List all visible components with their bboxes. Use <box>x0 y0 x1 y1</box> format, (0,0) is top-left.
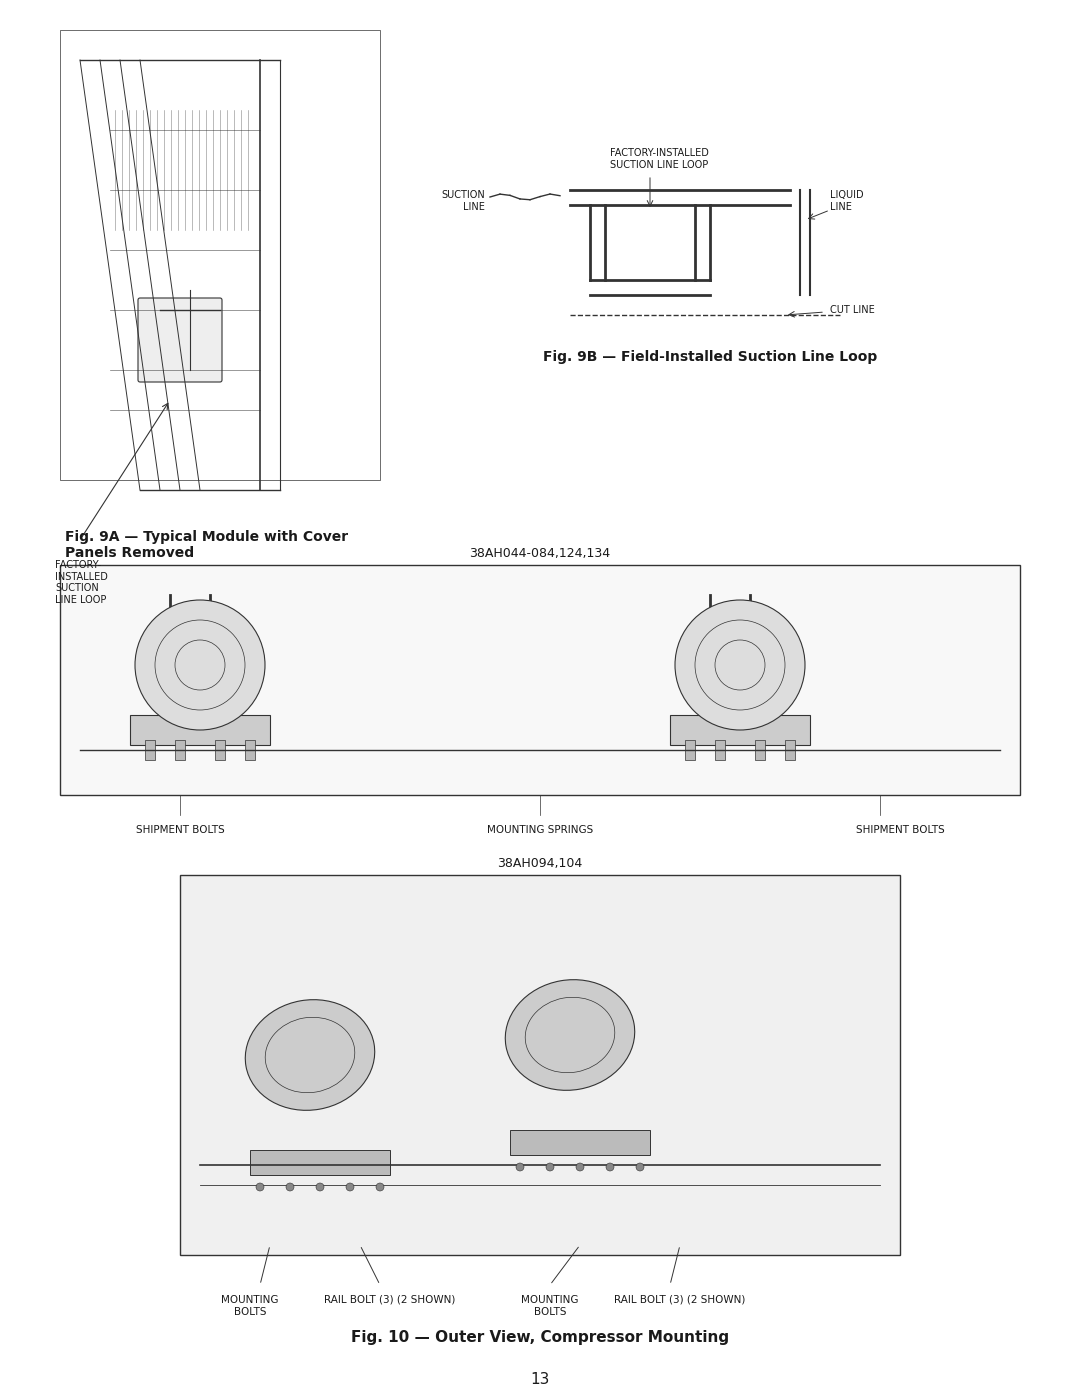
Bar <box>715 740 725 760</box>
Text: RAIL BOLT (3) (2 SHOWN): RAIL BOLT (3) (2 SHOWN) <box>324 1295 456 1305</box>
Circle shape <box>346 1183 354 1192</box>
Text: MOUNTING SPRINGS: MOUNTING SPRINGS <box>487 826 593 835</box>
Text: SHIPMENT BOLTS: SHIPMENT BOLTS <box>136 826 225 835</box>
Text: LIQUID
LINE: LIQUID LINE <box>831 190 864 211</box>
Bar <box>245 740 255 760</box>
Bar <box>175 740 185 760</box>
Text: MOUNTING
BOLTS: MOUNTING BOLTS <box>522 1295 579 1316</box>
Bar <box>510 1130 650 1155</box>
Circle shape <box>135 599 265 731</box>
Bar <box>60 564 1020 795</box>
Text: CUT LINE: CUT LINE <box>831 305 875 314</box>
Text: MOUNTING
BOLTS: MOUNTING BOLTS <box>221 1295 279 1316</box>
Circle shape <box>376 1183 384 1192</box>
Circle shape <box>675 599 805 731</box>
Bar <box>249 1150 390 1175</box>
Text: 38AH044-084,124,134: 38AH044-084,124,134 <box>470 548 610 560</box>
Circle shape <box>256 1183 264 1192</box>
Bar <box>685 740 696 760</box>
Circle shape <box>576 1162 584 1171</box>
Circle shape <box>636 1162 644 1171</box>
Text: Fig. 9A — Typical Module with Cover
Panels Removed: Fig. 9A — Typical Module with Cover Pane… <box>65 529 348 560</box>
Bar <box>130 715 270 745</box>
Bar <box>60 29 380 481</box>
Circle shape <box>316 1183 324 1192</box>
Circle shape <box>546 1162 554 1171</box>
Text: Fig. 10 — Outer View, Compressor Mounting: Fig. 10 — Outer View, Compressor Mountin… <box>351 1330 729 1345</box>
Text: FACTORY-
INSTALLED
SUCTION
LINE LOOP: FACTORY- INSTALLED SUCTION LINE LOOP <box>55 560 108 605</box>
Circle shape <box>606 1162 615 1171</box>
Text: Fig. 9B — Field-Installed Suction Line Loop: Fig. 9B — Field-Installed Suction Line L… <box>543 351 877 365</box>
Bar <box>215 740 225 760</box>
Circle shape <box>516 1162 524 1171</box>
Text: SHIPMENT BOLTS: SHIPMENT BOLTS <box>855 826 944 835</box>
Text: RAIL BOLT (3) (2 SHOWN): RAIL BOLT (3) (2 SHOWN) <box>615 1295 745 1305</box>
Bar <box>145 740 156 760</box>
Bar <box>755 740 765 760</box>
Bar <box>180 875 900 1255</box>
FancyBboxPatch shape <box>138 298 222 381</box>
Text: FACTORY-INSTALLED
SUCTION LINE LOOP: FACTORY-INSTALLED SUCTION LINE LOOP <box>610 148 708 170</box>
Ellipse shape <box>245 1000 375 1111</box>
Text: 38AH094,104: 38AH094,104 <box>498 856 582 870</box>
Circle shape <box>286 1183 294 1192</box>
Bar <box>785 740 795 760</box>
Text: 13: 13 <box>530 1372 550 1387</box>
Text: SUCTION
LINE: SUCTION LINE <box>442 190 485 211</box>
Ellipse shape <box>505 979 635 1090</box>
Bar <box>670 715 810 745</box>
